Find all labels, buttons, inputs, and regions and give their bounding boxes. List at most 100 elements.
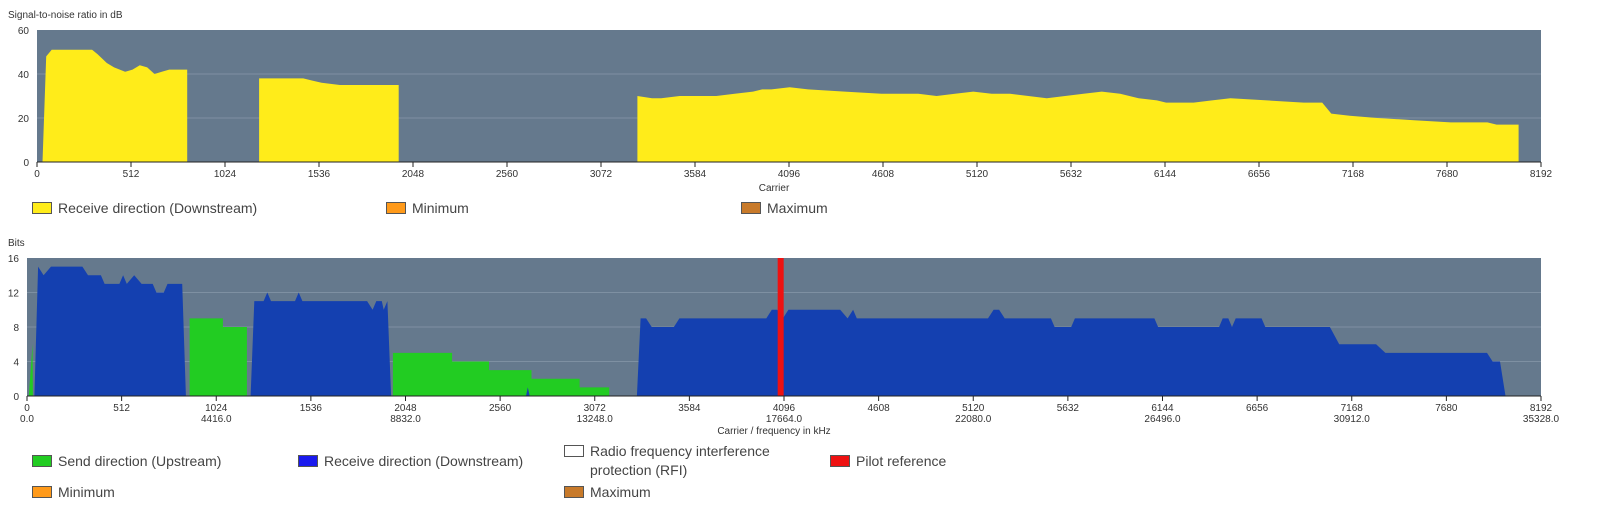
x-tick-label: 4608 <box>868 403 891 414</box>
x-tick-label: 6144 <box>1154 169 1177 180</box>
legend-label: Pilot reference <box>856 453 947 469</box>
legend-label: Radio frequency interference protection … <box>590 443 770 478</box>
snr-downstream-series <box>42 49 1519 162</box>
legend-item-minimum[interactable]: Minimum <box>32 483 115 502</box>
maximum-swatch <box>564 486 584 498</box>
downstream-swatch <box>298 455 318 467</box>
legend-item-snr-maximum[interactable]: Maximum <box>741 199 828 218</box>
x-tick-label: 6656 <box>1248 169 1271 180</box>
bits-y-axis-label: Bits <box>8 238 25 249</box>
legend-label: Minimum <box>58 484 115 500</box>
x-tick-khz-label: 17664.0 <box>766 414 803 425</box>
maximum-swatch <box>741 202 761 214</box>
x-tick-khz-label: 13248.0 <box>577 414 614 425</box>
legend-label: Receive direction (Downstream) <box>324 453 524 469</box>
downstream-swatch <box>32 202 52 214</box>
x-tick-label: 1024 <box>214 169 237 180</box>
legend-label: Maximum <box>767 200 828 216</box>
x-tick-label: 5120 <box>962 403 985 414</box>
x-tick-label: 5632 <box>1057 403 1080 414</box>
bits-upstream-series <box>28 318 610 396</box>
x-tick-label: 6656 <box>1246 403 1269 414</box>
x-tick-label: 2048 <box>394 403 417 414</box>
x-tick-label: 8192 <box>1530 403 1553 414</box>
snr-area-segment <box>42 49 188 162</box>
x-tick-label: 6144 <box>1151 403 1174 414</box>
x-tick-khz-label: 35328.0 <box>1523 414 1560 425</box>
x-tick-label: 512 <box>113 403 130 414</box>
legend-item-rfi[interactable]: Radio frequency interference protection … <box>564 442 820 480</box>
x-tick-label: 0 <box>24 403 30 414</box>
pilot-reference-marker <box>777 258 784 396</box>
x-tick-label: 0 <box>34 169 40 180</box>
y-tick-label: 20 <box>18 114 30 125</box>
pilot-reference-bar <box>777 258 784 396</box>
legend-item-maximum[interactable]: Maximum <box>564 483 651 502</box>
legend-label: Receive direction (Downstream) <box>58 200 258 216</box>
x-tick-label: 2048 <box>402 169 425 180</box>
x-tick-khz-label: 0.0 <box>20 414 34 425</box>
snr-y-axis-label: Signal-to-noise ratio in dB <box>8 10 123 21</box>
upstream-area-segment <box>28 344 33 396</box>
x-tick-label: 2560 <box>489 403 512 414</box>
legend-label: Send direction (Upstream) <box>58 453 222 469</box>
x-tick-label: 7680 <box>1436 169 1459 180</box>
upstream-area-segment <box>392 352 610 396</box>
downstream-area-segment <box>526 387 530 396</box>
x-tick-label: 7168 <box>1342 169 1365 180</box>
bits-downstream-series <box>34 266 1506 396</box>
legend-item-snr-downstream[interactable]: Receive direction (Downstream) <box>32 199 257 218</box>
x-tick-label: 7168 <box>1341 403 1364 414</box>
x-tick-khz-label: 8832.0 <box>390 414 421 425</box>
x-tick-label: 3072 <box>584 403 607 414</box>
x-tick-label: 8192 <box>1530 169 1553 180</box>
x-tick-label: 512 <box>123 169 140 180</box>
x-tick-label: 3584 <box>678 403 701 414</box>
snr-chart: Signal-to-noise ratio in dB 0 20 40 60 0 512… <box>8 10 1553 194</box>
y-tick-label: 60 <box>18 26 30 37</box>
rfi-swatch <box>564 445 584 457</box>
x-tick-label: 1024 <box>205 403 228 414</box>
minimum-swatch <box>386 202 406 214</box>
x-tick-khz-label: 22080.0 <box>955 414 992 425</box>
downstream-area-segment <box>636 309 1506 396</box>
legend-label: Minimum <box>412 200 469 216</box>
y-tick-label: 0 <box>13 392 19 403</box>
y-tick-label: 8 <box>13 323 19 334</box>
x-tick-label: 5632 <box>1060 169 1083 180</box>
x-tick-label: 1536 <box>308 169 331 180</box>
snr-y-ticks: 0 20 40 60 <box>18 26 30 169</box>
bits-x-axis-label: Carrier / frequency in kHz <box>717 426 830 437</box>
x-tick-khz-label: 30912.0 <box>1334 414 1371 425</box>
legend-item-snr-minimum[interactable]: Minimum <box>386 199 469 218</box>
legend-item-pilot[interactable]: Pilot reference <box>830 452 946 471</box>
x-tick-label: 4096 <box>773 403 796 414</box>
snr-x-ticks: 0 512 1024 1536 2048 2560 3072 3584 4096 4608 5120… <box>34 161 1553 180</box>
x-tick-label: 3072 <box>590 169 613 180</box>
pilot-swatch <box>830 455 850 467</box>
x-tick-label: 5120 <box>966 169 989 180</box>
y-tick-label: 0 <box>23 158 29 169</box>
y-tick-label: 16 <box>8 254 20 265</box>
downstream-area-segment <box>34 266 186 396</box>
legend-item-upstream[interactable]: Send direction (Upstream) <box>32 452 221 471</box>
x-tick-label: 7680 <box>1435 403 1458 414</box>
minimum-swatch <box>32 486 52 498</box>
x-tick-label: 2560 <box>496 169 519 180</box>
legend-label: Maximum <box>590 484 651 500</box>
legend-item-downstream[interactable]: Receive direction (Downstream) <box>298 452 523 471</box>
y-tick-label: 4 <box>13 358 19 369</box>
x-tick-label: 4096 <box>778 169 801 180</box>
bits-y-ticks: 0 4 8 12 16 <box>8 254 20 403</box>
upstream-area-segment <box>189 318 247 396</box>
x-tick-khz-label: 26496.0 <box>1144 414 1181 425</box>
upstream-swatch <box>32 455 52 467</box>
x-tick-label: 4608 <box>872 169 895 180</box>
snr-area-segment <box>637 87 1519 162</box>
y-tick-label: 12 <box>8 289 20 300</box>
downstream-area-segment <box>250 292 392 396</box>
snr-x-axis-label: Carrier <box>759 183 790 194</box>
snr-area-segment <box>259 78 399 162</box>
